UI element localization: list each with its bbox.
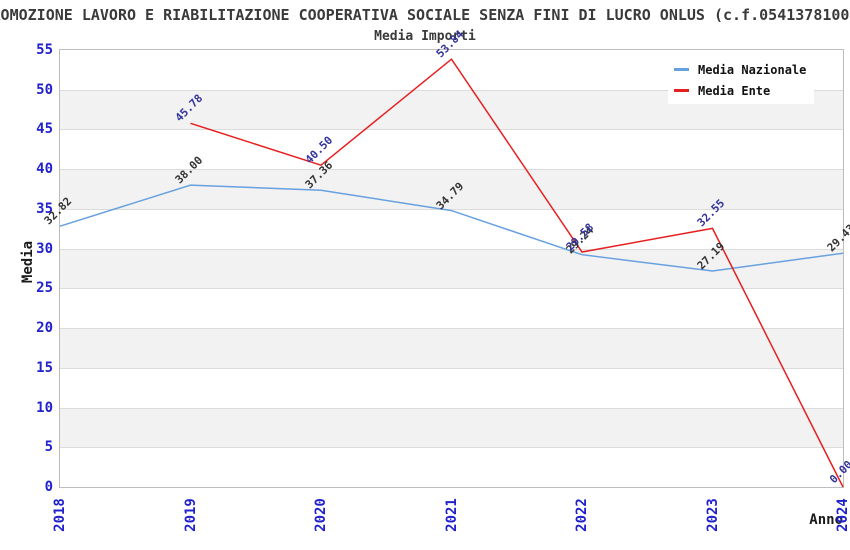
legend-item-media-nazionale: Media Nazionale	[674, 62, 808, 77]
chart-subtitle: Media Importi	[374, 29, 476, 44]
x-tick-label: 2024	[835, 498, 850, 532]
gridline	[60, 169, 843, 171]
legend-label-media-nazionale: Media Nazionale	[698, 62, 807, 77]
x-tick-label: 2020	[313, 498, 329, 532]
media-nazionale-line-swatch	[674, 68, 689, 71]
legend-item-media-ente: Media Ente	[674, 83, 808, 98]
x-tick-label: 2021	[443, 498, 460, 532]
y-tick-label: 10	[36, 399, 53, 416]
gridline	[60, 407, 843, 409]
chart-title: PROMOZIONE LAVORO E RIABILITAZIONE COOPE…	[0, 6, 850, 24]
plot-band	[60, 248, 843, 289]
chart-legend: Media Nazionale Media Ente	[668, 56, 814, 104]
x-tick-label: 2018	[52, 498, 68, 532]
y-tick-label: 0	[44, 479, 53, 495]
y-tick-label: 25	[36, 280, 53, 297]
y-tick-label: 30	[36, 240, 53, 257]
y-tick-label: 55	[36, 42, 53, 58]
plot-band	[60, 328, 843, 368]
x-tick-label: 2022	[574, 498, 590, 532]
legend-label-media-ente: Media Ente	[698, 83, 771, 98]
y-tick-label: 15	[36, 359, 53, 376]
gridline	[60, 208, 843, 210]
y-tick-label: 50	[36, 81, 53, 98]
x-tick-label: 2023	[704, 498, 721, 532]
gridline	[60, 447, 843, 449]
media-ente-line-swatch	[674, 89, 689, 92]
y-tick-label: 20	[36, 320, 53, 337]
gridline	[60, 367, 843, 369]
y-tick-label: 5	[44, 439, 53, 456]
y-tick-label: 40	[36, 161, 53, 178]
x-axis-label: Anno	[809, 512, 843, 528]
plot-band	[60, 407, 843, 448]
gridline	[60, 288, 843, 290]
y-tick-label: 35	[36, 200, 53, 217]
gridline	[60, 328, 843, 330]
y-tick-label: 45	[36, 121, 53, 138]
x-tick-label: 2019	[182, 498, 199, 532]
gridline	[60, 129, 843, 131]
